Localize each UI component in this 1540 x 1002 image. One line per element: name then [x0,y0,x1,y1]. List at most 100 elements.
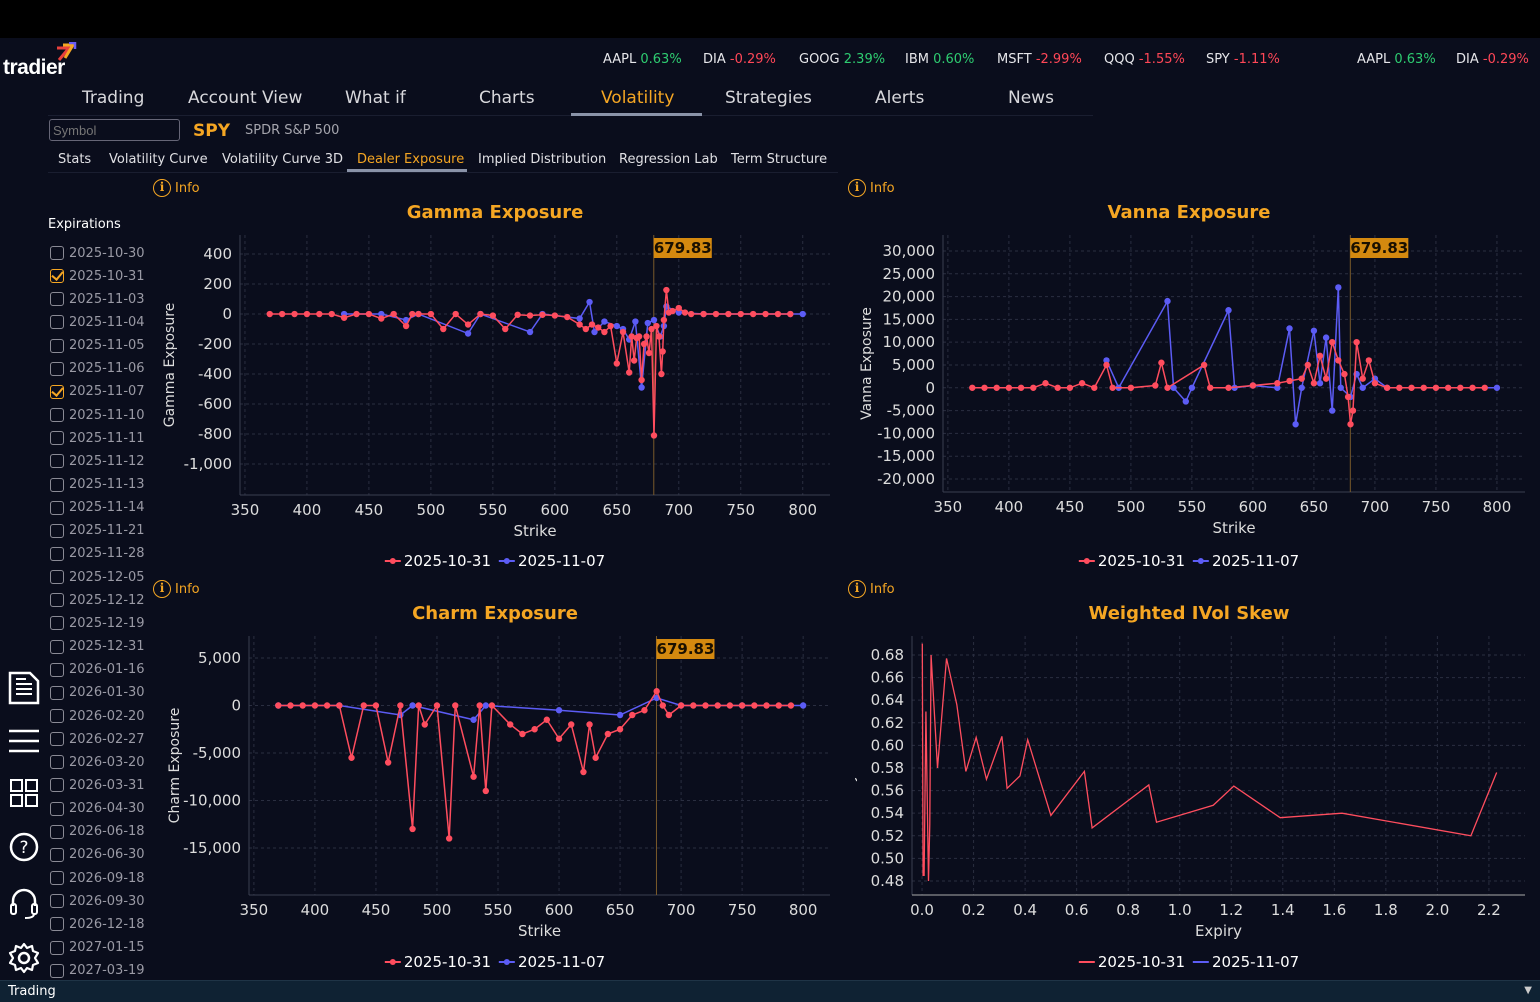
expiration-checkbox[interactable] [50,570,64,585]
expiration-item[interactable]: 2026-04-30 [50,799,145,819]
expiration-item[interactable]: 2025-10-30 [50,243,145,263]
expiration-item[interactable]: 2026-03-31 [50,775,145,795]
expiration-item[interactable]: 2025-10-31 [50,266,145,286]
expiration-item[interactable]: 2026-03-20 [50,752,145,772]
expiration-checkbox[interactable] [50,315,64,330]
ticker-dia[interactable]: DIA -0.29% [1456,52,1529,67]
expiration-checkbox[interactable] [50,662,64,677]
skew-info-button[interactable]: i Info [848,580,895,598]
expiration-item[interactable]: 2026-01-16 [50,660,145,680]
expiration-checkbox[interactable] [50,523,64,538]
expiration-checkbox[interactable] [50,408,64,423]
grid-icon[interactable] [7,776,41,810]
expiration-item[interactable]: 2025-11-14 [50,498,145,518]
expiration-checkbox[interactable] [50,384,64,399]
subtab-dealer-exposure[interactable]: Dealer Exposure [357,152,465,167]
symbol-input[interactable] [49,119,180,141]
ticker-ibm[interactable]: IBM 0.60% [905,52,974,67]
expiration-item[interactable]: 2025-11-04 [50,312,145,332]
expiration-item[interactable]: 2025-11-12 [50,451,145,471]
expiration-item[interactable]: 2026-12-18 [50,914,145,934]
expiration-item[interactable]: 2025-11-11 [50,428,145,448]
legend-item[interactable]: 2025-11-07 [499,953,605,971]
legend-item[interactable]: 2025-10-31 [1078,953,1185,971]
bottom-status-bar[interactable]: Trading ▼ [0,980,1540,1002]
expiration-checkbox[interactable] [50,685,64,700]
expiration-checkbox[interactable] [50,894,64,909]
expiration-checkbox[interactable] [50,940,64,955]
expiration-checkbox[interactable] [50,732,64,747]
expiration-item[interactable]: 2026-09-18 [50,868,145,888]
ticker-dia[interactable]: DIA -0.29% [703,52,776,67]
legend-item[interactable]: 2025-11-07 [1193,552,1299,570]
expiration-checkbox[interactable] [50,824,64,839]
subtab-regression-lab[interactable]: Regression Lab [619,152,718,167]
expiration-item[interactable]: 2026-02-20 [50,706,145,726]
expiration-checkbox[interactable] [50,292,64,307]
expiration-item[interactable]: 2025-11-05 [50,336,145,356]
ticker-goog[interactable]: GOOG 2.39% [799,52,885,67]
ticker-spy[interactable]: SPY -1.11% [1206,52,1280,67]
expiration-item[interactable]: 2026-02-27 [50,729,145,749]
expiration-item[interactable]: 2025-12-12 [50,590,145,610]
help-icon[interactable]: ? [7,830,41,864]
expiration-item[interactable]: 2026-06-30 [50,845,145,865]
chevron-down-icon[interactable]: ▼ [1524,985,1532,996]
expiration-item[interactable]: 2025-11-07 [50,382,145,402]
vanna-info-button[interactable]: i Info [848,179,895,197]
charm-exposure-chart[interactable]: 350 400 450 500 550 600 650 700 750 800 5,000 0 -5,0… [160,630,840,950]
legend-item[interactable]: 2025-10-31 [384,552,491,570]
expiration-item[interactable]: 2025-12-31 [50,637,145,657]
expiration-checkbox[interactable] [50,454,64,469]
legend-item[interactable]: 2025-11-07 [499,552,605,570]
expiration-checkbox[interactable] [50,431,64,446]
tab-charts[interactable]: Charts [479,88,535,108]
tab-trading[interactable]: Trading [82,88,145,108]
expiration-item[interactable]: 2025-12-05 [50,567,145,587]
expiration-item[interactable]: 2025-11-06 [50,359,145,379]
tab-volatility[interactable]: Volatility [601,88,675,108]
vanna-exposure-chart[interactable]: 350 400 450 500 550 600 650 700 750 800 30,000 25,0… [855,230,1540,550]
ticker-aapl[interactable]: AAPL 0.63% [603,52,682,67]
expiration-checkbox[interactable] [50,616,64,631]
expiration-checkbox[interactable] [50,963,64,978]
document-icon[interactable] [7,671,41,705]
tradier-logo[interactable]: tradier [3,42,83,79]
expiration-item[interactable]: 2026-01-30 [50,683,145,703]
gamma-info-button[interactable]: i Info [153,179,200,197]
tab-news[interactable]: News [1008,88,1054,108]
expiration-checkbox[interactable] [50,917,64,932]
expiration-item[interactable]: 2025-11-28 [50,544,145,564]
expiration-item[interactable]: 2025-11-03 [50,289,145,309]
charm-info-button[interactable]: i Info [153,580,200,598]
legend-item[interactable]: 2025-11-07 [1193,953,1299,971]
subtab-stats[interactable]: Stats [58,152,92,167]
expiration-item[interactable]: 2026-06-18 [50,822,145,842]
ticker-msft[interactable]: MSFT -2.99% [997,52,1082,67]
expiration-item[interactable]: 2026-09-30 [50,891,145,911]
tab-alerts[interactable]: Alerts [875,88,925,108]
expiration-checkbox[interactable] [50,500,64,515]
gamma-exposure-chart[interactable]: 350 400 450 500 550 600 650 700 750 800 400 200 0 -20… [160,230,840,550]
expiration-checkbox[interactable] [50,338,64,353]
expiration-checkbox[interactable] [50,246,64,260]
gamma-legend[interactable]: 2025-10-31 2025-11-07 [384,552,605,570]
expiration-checkbox[interactable] [50,801,64,816]
expiration-checkbox[interactable] [50,477,64,492]
legend-item[interactable]: 2025-10-31 [384,953,491,971]
legend-item[interactable]: 2025-10-31 [1078,552,1185,570]
subtab-implied-distribution[interactable]: Implied Distribution [478,152,607,167]
expiration-checkbox[interactable] [50,269,64,284]
charm-legend[interactable]: 2025-10-31 2025-11-07 [384,953,605,971]
expiration-checkbox[interactable] [50,709,64,723]
subtab-term-structure[interactable]: Term Structure [731,152,828,167]
tab-strategies[interactable]: Strategies [725,88,812,108]
expiration-checkbox[interactable] [50,639,64,654]
expiration-item[interactable]: 2027-03-19 [50,961,145,981]
expiration-checkbox[interactable] [50,778,64,793]
expiration-checkbox[interactable] [50,361,64,376]
subtab-volatility-curve-3d[interactable]: Volatility Curve 3D [222,152,344,167]
expiration-checkbox[interactable] [50,546,64,561]
expiration-checkbox[interactable] [50,847,64,862]
expiration-item[interactable]: 2025-11-21 [50,521,145,541]
